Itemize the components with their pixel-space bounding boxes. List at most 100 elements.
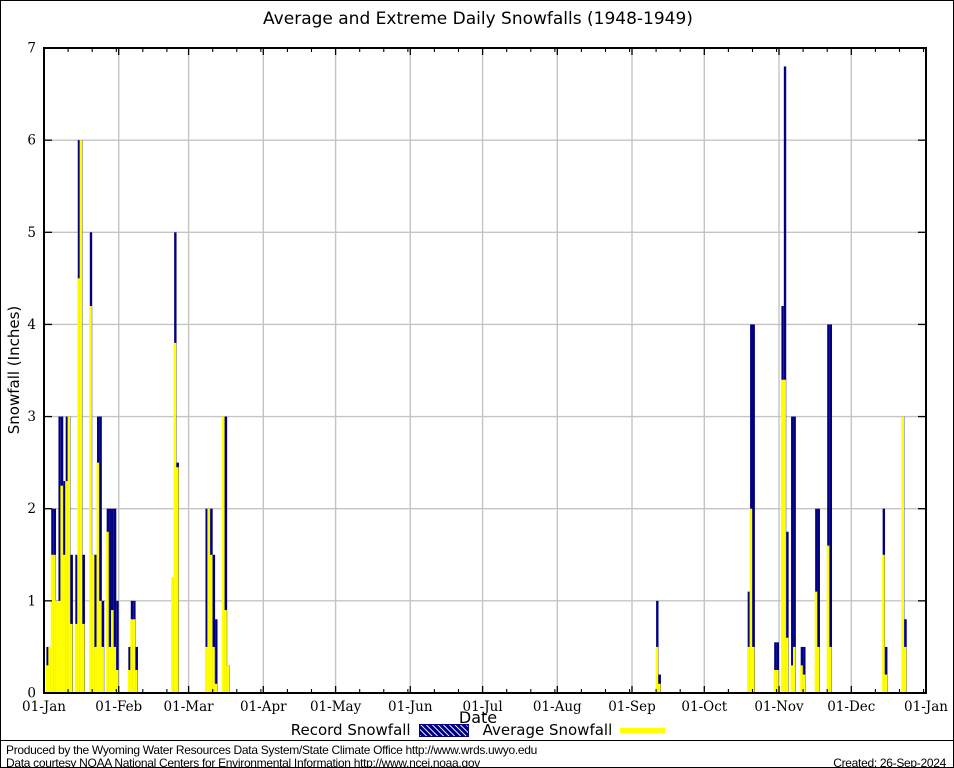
average-bar — [89, 306, 92, 693]
footer-created-date: Created: 26-Sep-2024 — [833, 756, 946, 768]
average-bar — [113, 646, 116, 693]
record-bar — [829, 324, 833, 693]
plot-area: 01-Jan 01-Feb 01-Mar 01-Apr 01-May 01-Jun 01-J… — [22, 41, 948, 716]
average-bar — [884, 674, 888, 693]
average-bar — [749, 508, 753, 693]
average-bar — [212, 646, 215, 693]
x-tick-label: 01-Jan — [22, 699, 66, 715]
average-bar — [55, 600, 59, 693]
record-bar — [109, 508, 112, 693]
average-bar — [226, 665, 230, 693]
legend-average-label: Average Snowfall — [482, 721, 613, 739]
average-bar — [171, 577, 174, 693]
record-bar — [791, 416, 794, 693]
average-bar — [101, 646, 104, 693]
average-bar — [132, 619, 136, 693]
x-tick-label: 01-Dec — [827, 699, 875, 715]
average-bar — [655, 646, 659, 693]
average-bar — [903, 646, 907, 693]
average-bar — [221, 416, 225, 693]
record-bar — [827, 324, 830, 693]
x-axis-title: Date — [458, 708, 498, 727]
footer-produced-by: Produced by the Wyoming Water Resources … — [6, 743, 538, 757]
average-bar — [62, 554, 66, 693]
average-bar — [751, 646, 755, 693]
average-bar — [882, 554, 885, 693]
record-bar — [786, 531, 789, 693]
average-bar — [792, 646, 796, 693]
average-bar — [176, 467, 179, 693]
average-bar — [91, 554, 95, 693]
y-tick-label: 1 — [27, 593, 36, 609]
record-bar — [793, 416, 796, 693]
x-tick-label: 01-Nov — [754, 699, 804, 715]
record-bar — [747, 591, 751, 693]
average-bar — [204, 646, 208, 693]
record-bar — [205, 508, 208, 693]
record-bar — [99, 416, 102, 693]
legend-record-label: Record Snowfall — [290, 721, 411, 739]
average-bar — [783, 379, 786, 693]
x-tick-label: 01-Jan — [904, 699, 948, 715]
average-bar — [53, 554, 56, 693]
record-bar — [94, 554, 98, 693]
average-bar — [773, 669, 777, 693]
average-bar — [65, 481, 68, 693]
y-tick-label: 3 — [27, 409, 36, 425]
average-bar — [173, 342, 177, 693]
average-bar — [82, 623, 85, 693]
average-swatch-icon — [620, 727, 666, 733]
average-bar — [50, 554, 54, 693]
record-bar — [212, 554, 216, 693]
average-bar — [826, 545, 830, 693]
average-bar — [77, 278, 80, 693]
average-bar — [785, 637, 789, 693]
average-bar — [780, 379, 784, 693]
average-bar — [130, 619, 133, 693]
plot-frame — [43, 47, 927, 694]
average-bar — [96, 462, 100, 693]
x-tick-label: 01-Sep — [608, 699, 656, 715]
average-bar — [207, 508, 210, 693]
legend-item-record: Record Snowfall — [291, 721, 469, 739]
average-bar — [45, 665, 49, 693]
x-tick-label: 01-Apr — [240, 699, 287, 715]
average-bar — [747, 646, 750, 693]
record-bar — [752, 324, 755, 693]
footer-separator — [1, 740, 953, 741]
average-bar — [135, 669, 138, 693]
average-bar — [214, 683, 218, 693]
record-bar — [58, 416, 61, 693]
record-bar — [885, 646, 888, 693]
record-bar — [776, 642, 779, 693]
record-bar — [82, 554, 85, 693]
average-bar — [67, 416, 71, 693]
record-bar — [803, 646, 806, 693]
footer-data-courtesy: Data courtesy NOAA National Centers for … — [6, 756, 480, 768]
record-bar — [817, 508, 820, 693]
record-bar — [113, 508, 117, 693]
chart-title: Average and Extreme Daily Snowfalls (194… — [263, 9, 693, 29]
y-tick-label: 4 — [27, 317, 36, 333]
average-bar — [115, 669, 119, 693]
record-bar — [224, 416, 228, 693]
record-swatch-icon — [418, 723, 469, 737]
y-tick-label: 5 — [27, 225, 36, 241]
record-bar — [111, 508, 114, 693]
average-bar — [224, 610, 227, 693]
record-bar — [774, 642, 777, 693]
x-tick-label: 01-Jun — [388, 699, 433, 715]
x-tick-label: 01-Oct — [681, 699, 727, 715]
average-bar — [108, 646, 112, 693]
average-bar — [800, 665, 803, 693]
average-bar — [94, 646, 97, 693]
average-bar — [79, 140, 83, 694]
average-bar — [814, 591, 818, 693]
x-tick-label: 01-May — [310, 699, 362, 715]
average-bar — [790, 665, 794, 693]
average-bar — [802, 674, 806, 693]
x-tick-label: 01-Feb — [95, 699, 142, 715]
average-bar — [60, 485, 63, 693]
average-bar — [901, 416, 905, 693]
